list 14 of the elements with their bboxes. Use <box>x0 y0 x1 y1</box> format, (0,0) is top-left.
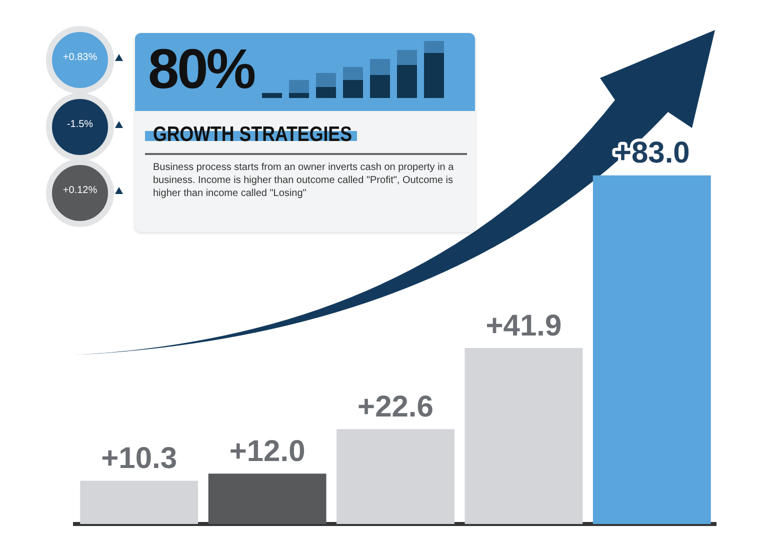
text: +0.83% <box>62 52 98 64</box>
bar <box>592 175 711 524</box>
annotation: +0.12% <box>62 185 98 197</box>
bar <box>464 348 583 524</box>
data-label: +41.9 <box>486 309 562 342</box>
data-label: +22.6 <box>358 390 434 424</box>
text: -1.5% <box>66 119 94 131</box>
data-label: +12.0 <box>229 434 306 468</box>
annotation: Business process starts from an owner inverts cash on property in a business. Income is higher than outcome called "Profit", Outcome is higher than income called "Losing" <box>153 161 455 200</box>
data-label: +10.3 <box>101 442 178 476</box>
bar <box>208 474 326 524</box>
bar <box>336 429 454 524</box>
bar <box>80 480 198 524</box>
text: 80% <box>148 36 254 102</box>
